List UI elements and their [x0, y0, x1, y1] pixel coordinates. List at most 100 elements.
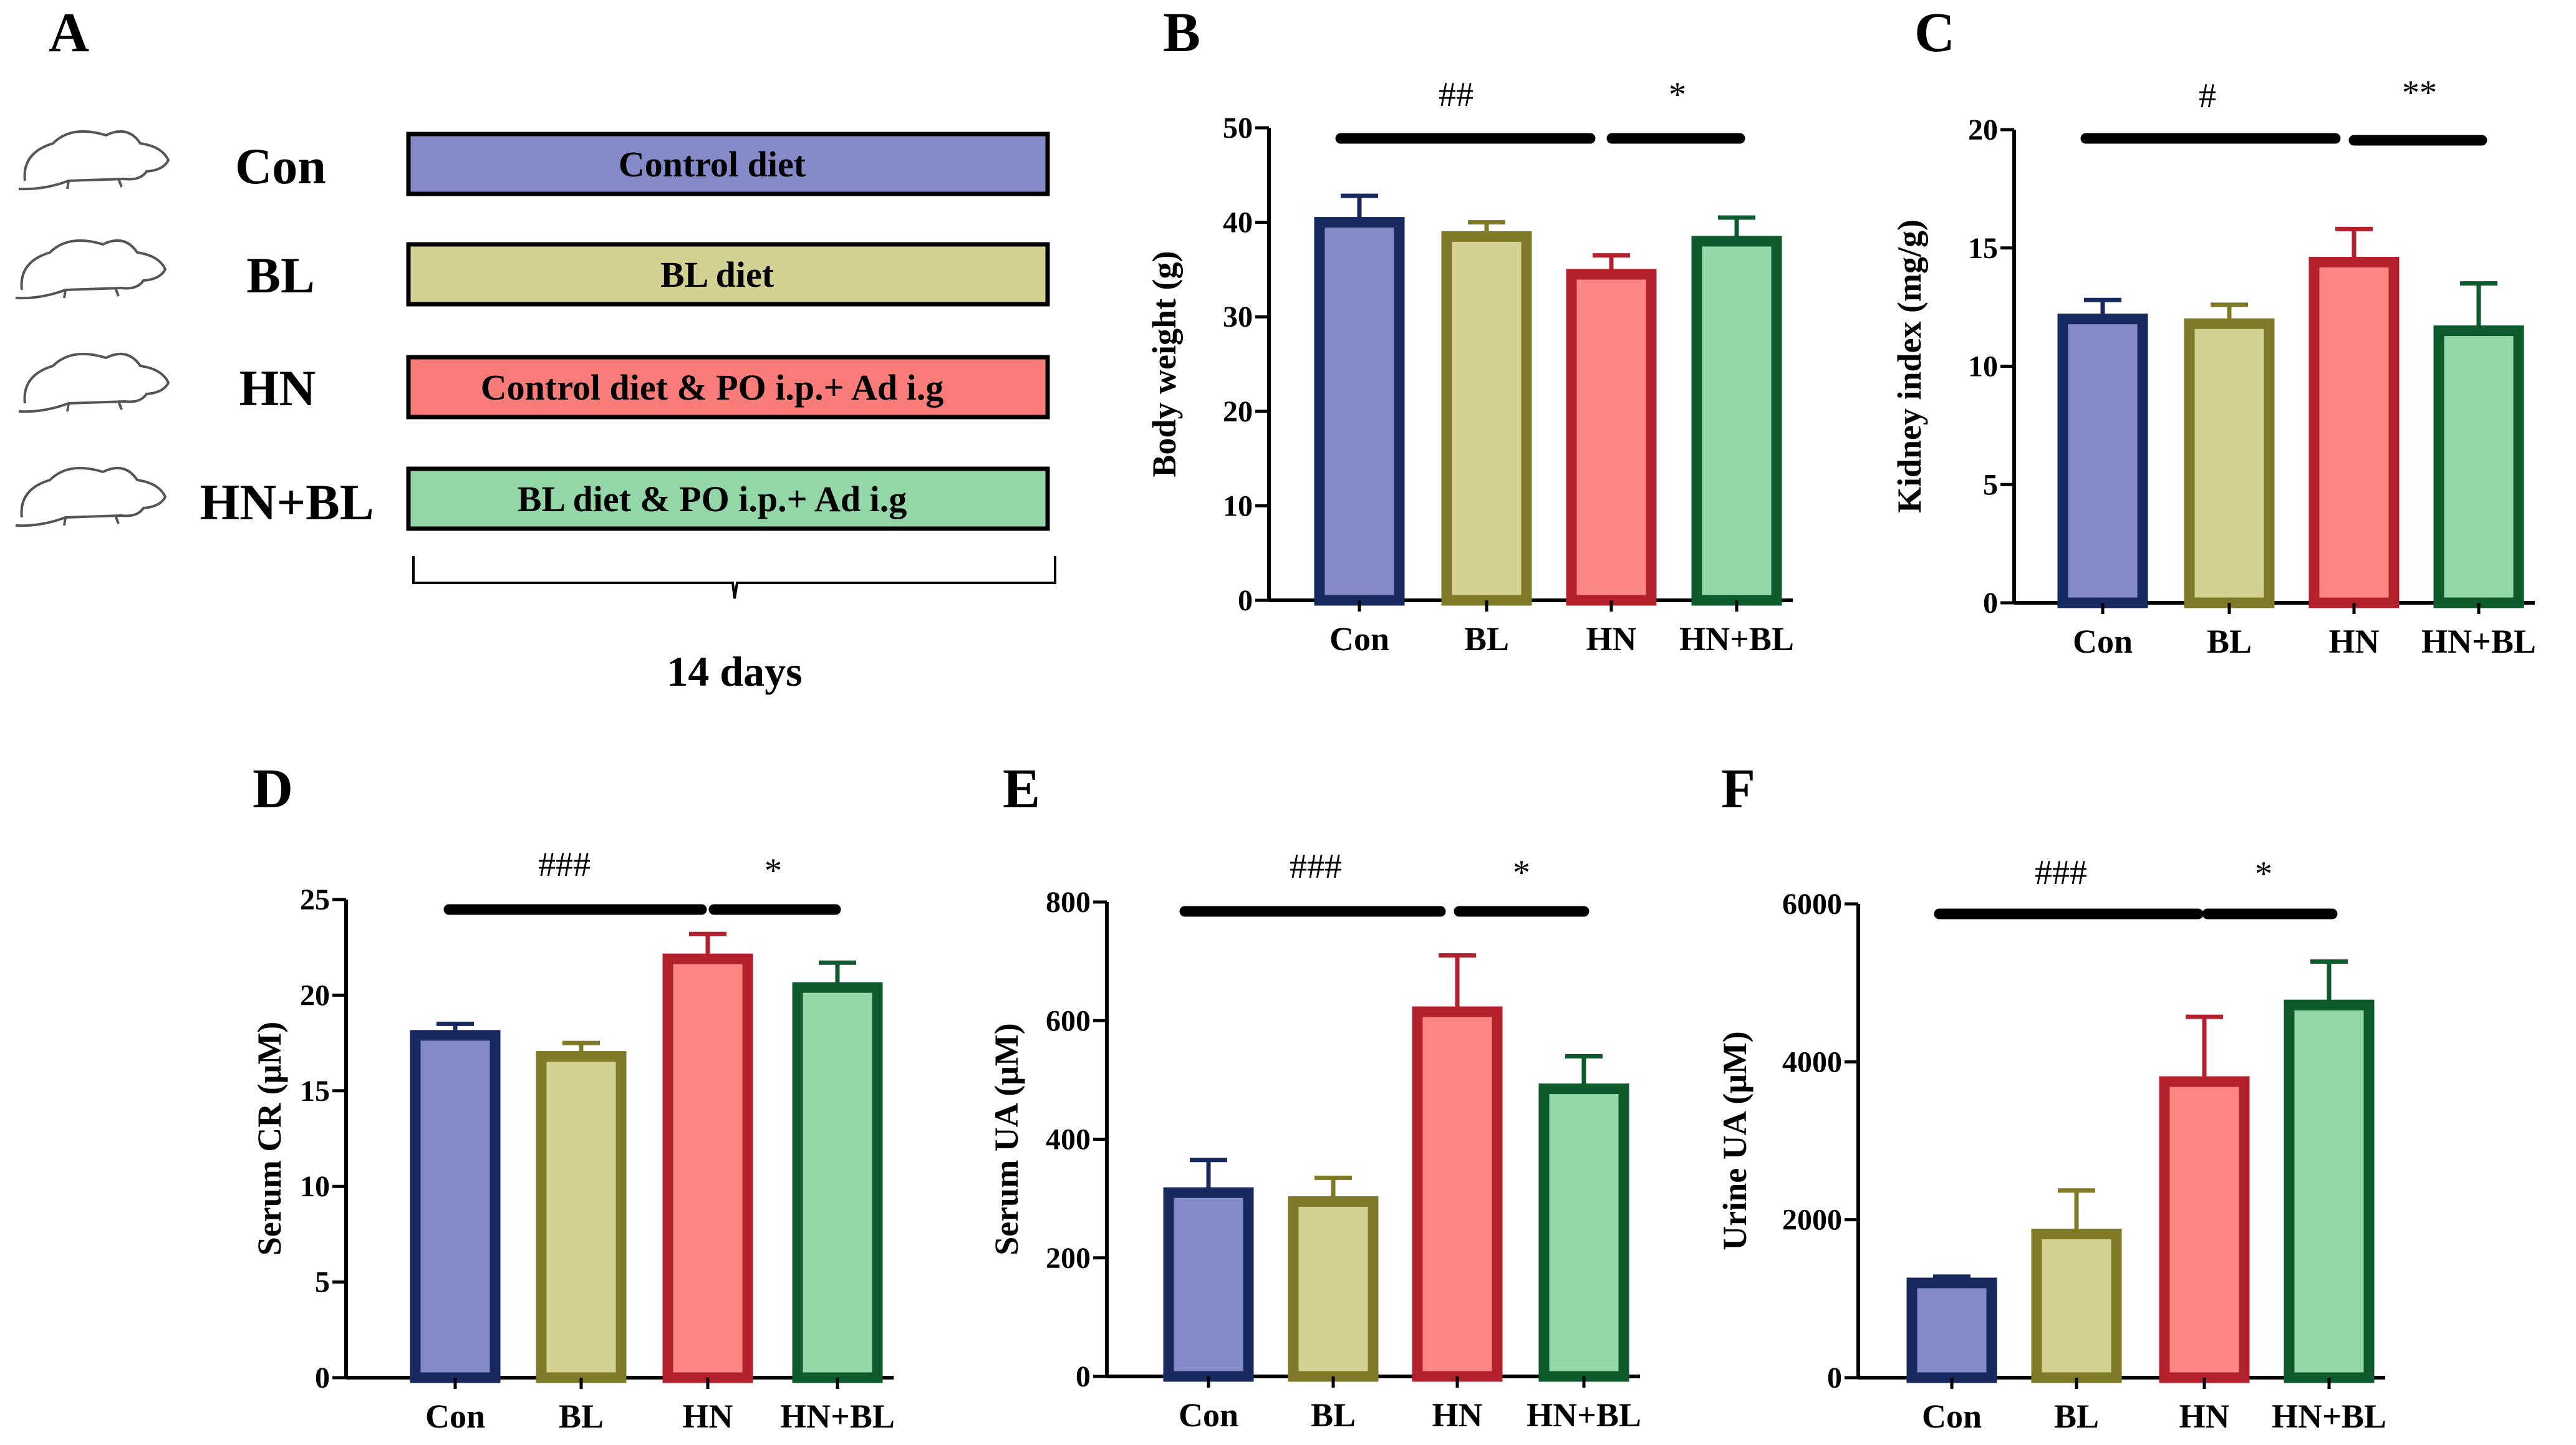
mouse-icon [15, 239, 167, 300]
y-tick-label: 5 [315, 1266, 330, 1299]
y-tick-label: 0 [1827, 1361, 1842, 1395]
y-axis-label: Kidney index (mg/g) [1891, 219, 1928, 513]
design-row: HN+BL BL diet & PO i.p.+ Ad i.g [15, 466, 1050, 531]
chart-panel: F 0 2000 4000 6000 Urine UA (μM) Con BL HN HN+BL #… [1716, 758, 2386, 1435]
group-name: Con [235, 138, 326, 194]
chart-panel: E 0 200 400 600 800 Serum UA (μM) Con BL HN HN+BL #… [988, 758, 1641, 1434]
bar [2308, 257, 2400, 608]
y-tick-label: 15 [300, 1075, 330, 1108]
x-tick-label: BL [2207, 623, 2252, 660]
treatment-bar [406, 132, 1050, 196]
x-tick-label: Con [1922, 1398, 1982, 1435]
y-tick-label: 30 [1223, 300, 1253, 334]
x-tick-label: Con [1179, 1396, 1238, 1434]
y-tick-label: 15 [1968, 232, 1998, 265]
y-tick-label: 50 [1223, 112, 1253, 145]
y-tick-label: 2000 [1782, 1204, 1842, 1237]
y-tick-label: 10 [300, 1170, 330, 1203]
significance-label: ### [1290, 847, 1342, 886]
y-tick-label: 0 [1238, 584, 1253, 617]
significance-label: * [1669, 75, 1686, 114]
x-tick-label: HN [1432, 1396, 1483, 1434]
y-tick-label: 20 [1223, 395, 1253, 428]
y-tick-label: 400 [1046, 1123, 1091, 1156]
bar [2031, 1228, 2122, 1383]
bar [2433, 325, 2524, 608]
panel-label: E [1003, 758, 1040, 820]
treatment-bar [406, 355, 1050, 420]
bar [662, 953, 753, 1383]
design-row: BL BL diet [15, 239, 1050, 307]
y-tick-label: 40 [1223, 206, 1253, 239]
significance-label: ### [538, 845, 591, 884]
mouse-icon [18, 352, 170, 413]
x-tick-label: BL [559, 1398, 604, 1435]
chart-panel: D 0 5 10 15 20 25 Serum CR (μM) Con BL HN HN+BL ### * [251, 758, 895, 1435]
significance-label: * [1513, 853, 1530, 892]
y-tick-label: 10 [1223, 489, 1253, 522]
duration-brace [412, 556, 1056, 599]
significance-label: ### [2035, 853, 2087, 892]
y-axis-label: Serum UA (μM) [988, 1023, 1025, 1255]
x-tick-label: BL [2054, 1398, 2099, 1435]
significance-label: # [2199, 77, 2216, 115]
bar [2057, 314, 2148, 608]
y-axis-label: Urine UA (μM) [1716, 1031, 1754, 1251]
bar [410, 1030, 501, 1383]
treatment-bar [406, 466, 1050, 531]
treatment-label: BL diet & PO i.p.+ Ad i.g [518, 479, 907, 519]
significance-label: * [2255, 855, 2272, 893]
bar [1566, 269, 1657, 606]
duration-label: 14 days [667, 648, 802, 695]
x-tick-label: Con [1329, 620, 1389, 658]
y-tick-label: 20 [1968, 113, 1998, 146]
y-tick-label: 5 [1983, 468, 1998, 501]
x-tick-label: HN+BL [2272, 1398, 2386, 1435]
bar [1538, 1083, 1629, 1382]
panel-label-a: A [49, 2, 89, 64]
experimental-design-panel: A Con Control diet BL BL diet [15, 2, 1056, 695]
x-tick-label: Con [2073, 623, 2133, 660]
x-tick-label: HN [2179, 1398, 2230, 1435]
y-tick-label: 200 [1046, 1242, 1091, 1275]
y-tick-label: 0 [1983, 587, 1998, 620]
mouse-icon [15, 466, 167, 527]
bar [1691, 236, 1782, 606]
x-tick-label: BL [1464, 620, 1509, 658]
treatment-label: Control diet & PO i.p.+ Ad i.g [481, 367, 944, 408]
y-axis-label: Serum CR (μM) [251, 1022, 288, 1256]
panel-label: D [253, 758, 293, 820]
y-tick-label: 0 [1076, 1360, 1091, 1393]
bar [1314, 217, 1405, 606]
panel-label: B [1163, 2, 1200, 64]
bar [1412, 1006, 1503, 1382]
significance-label: ## [1439, 75, 1474, 114]
chart-panel: B 0 10 20 30 40 50 Body weight (g) Con BL HN HN+BL #… [1146, 2, 1794, 658]
bar [2159, 1076, 2250, 1383]
x-tick-label: HN [683, 1398, 733, 1435]
significance-label: ** [2402, 74, 2437, 112]
y-tick-label: 800 [1046, 886, 1091, 919]
chart-panel: C 0 5 10 15 20 Kidney index (mg/g) Con BL HN HN+BL… [1891, 2, 2536, 660]
group-name: BL [246, 247, 314, 304]
design-row: Con Control diet [18, 130, 1050, 196]
y-tick-label: 6000 [1782, 888, 1842, 921]
y-tick-label: 20 [300, 979, 330, 1012]
x-tick-label: HN+BL [1679, 620, 1794, 658]
y-tick-label: 10 [1968, 350, 1998, 383]
design-row: HN Control diet & PO i.p.+ Ad i.g [18, 352, 1050, 420]
bar [2284, 999, 2375, 1383]
mouse-icon [18, 130, 170, 191]
treatment-bar [406, 242, 1050, 307]
y-tick-label: 25 [300, 883, 330, 916]
panel-label: C [1914, 2, 1955, 64]
x-tick-label: Con [425, 1398, 485, 1435]
bar [536, 1051, 627, 1383]
group-name: HN [239, 360, 316, 416]
x-tick-label: HN [1586, 620, 1637, 658]
treatment-label: Control diet [619, 144, 806, 185]
x-tick-label: HN+BL [2421, 623, 2536, 660]
y-tick-label: 0 [315, 1361, 330, 1395]
panel-label: F [1721, 758, 1755, 820]
